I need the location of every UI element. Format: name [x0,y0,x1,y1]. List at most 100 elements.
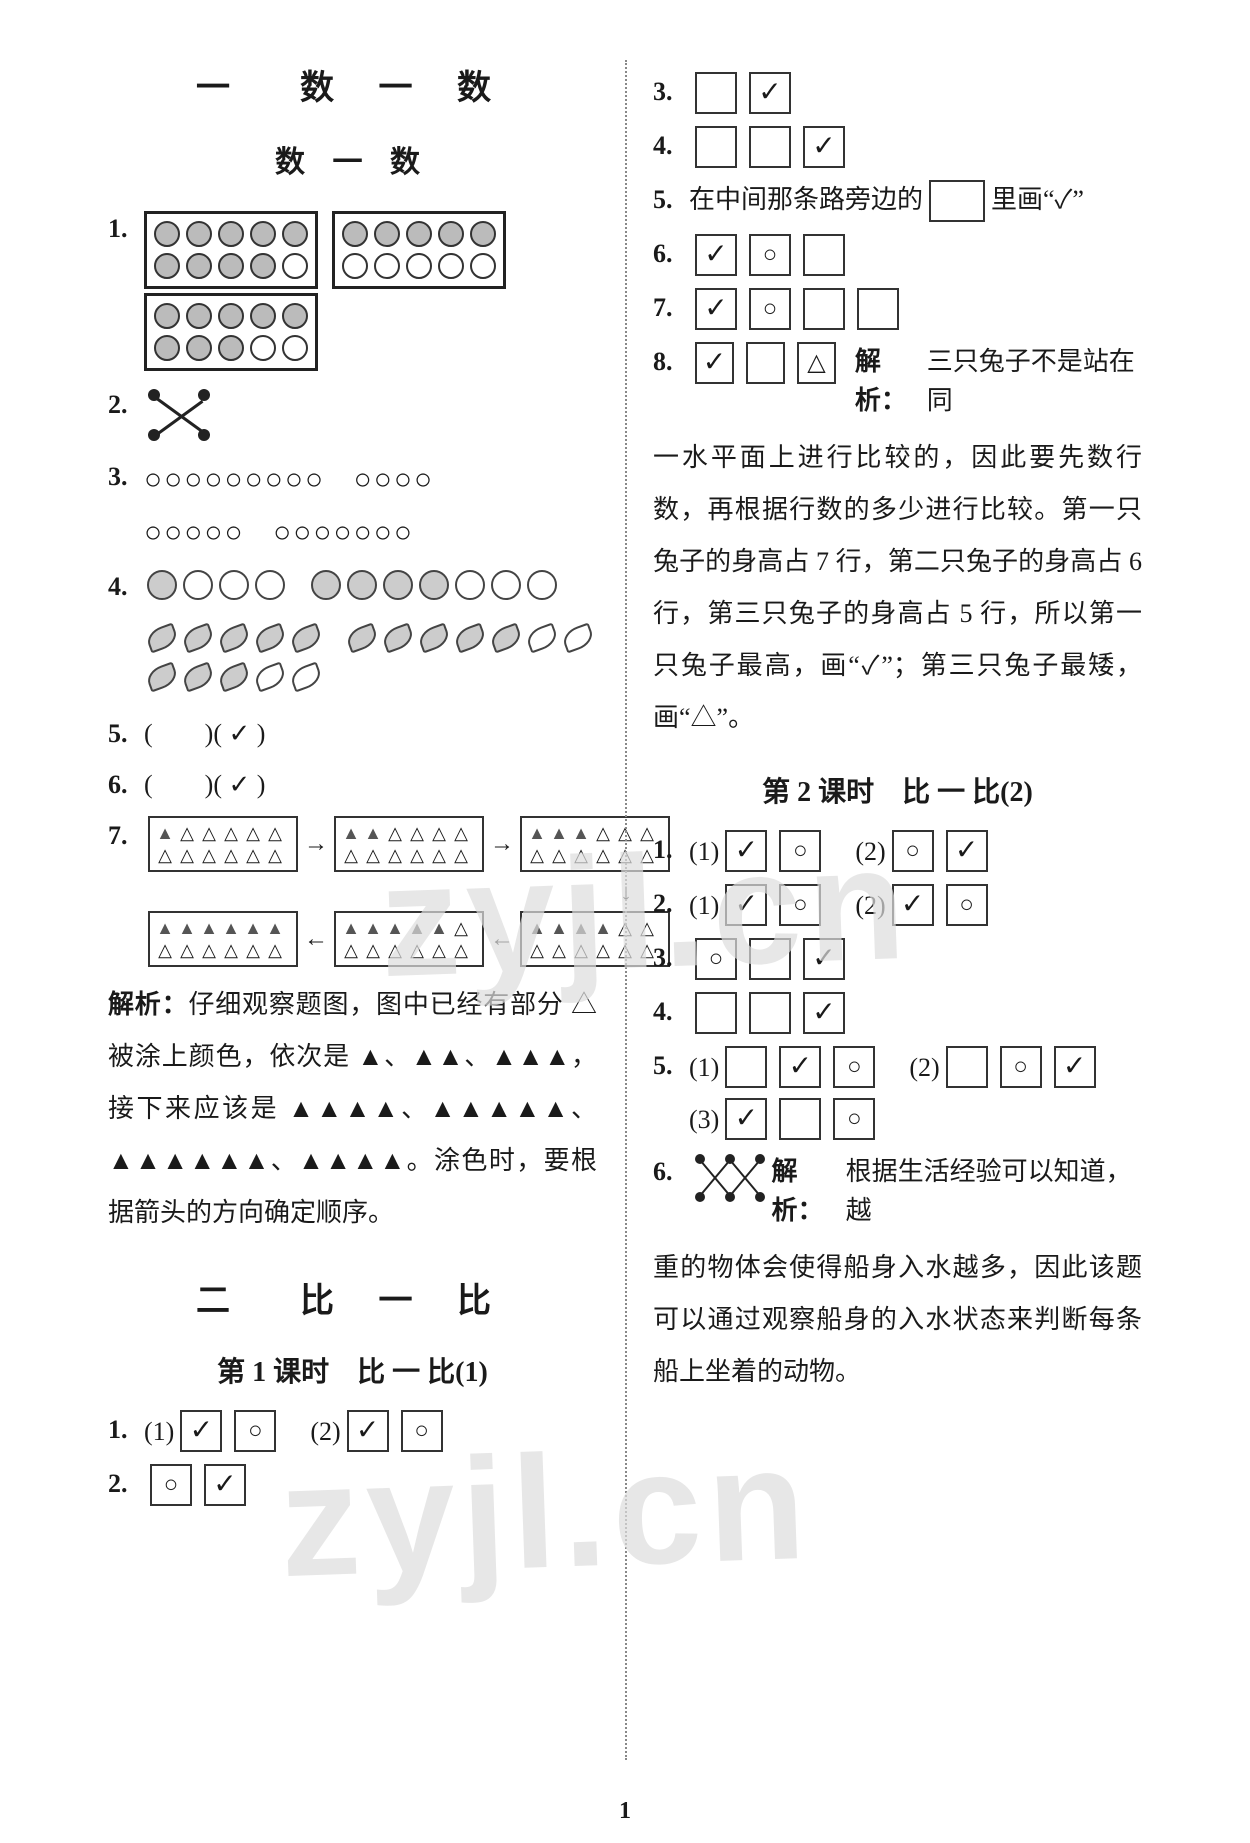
answer-box [803,288,845,330]
triangle-frame: ▲▲▲▲▲▲△△△△△△ [148,911,298,967]
answer-box [946,884,988,926]
q7: 7. ▲△△△△△△△△△△△→▲▲△△△△△△△△△△→▲▲▲△△△△△△△△… [108,816,597,967]
answer-box [749,126,791,168]
answer-box [779,1046,821,1088]
answer-box [803,126,845,168]
q4-graphic [144,567,596,702]
q3-line2: ○○○○○ ○○○○○○○ [144,510,414,555]
q8-explain-body: 一水平面上进行比较的，因此要先数行数，再根据行数的多少进行比较。第一只兔子的身高… [653,432,1142,744]
answer-box [797,342,836,384]
explain-label: 解析： [772,1152,846,1230]
answer-box [725,884,767,926]
answer-box [347,1410,389,1452]
answer-box [779,884,821,926]
q1-frames [144,209,520,373]
cross-dots-icon [144,385,214,445]
l2-q5: 5. (1) (2) [653,1046,1142,1088]
section-1-title: 一 数 一 数 [108,60,597,109]
answer-box [749,938,791,980]
answer-box [725,1098,767,1140]
q5: 5. ( ) ( ✓ ) [108,714,597,753]
answer-box [695,126,737,168]
q5-answer: ( ✓ ) [213,714,265,753]
answer-box [1054,1046,1096,1088]
q2: 2. [108,385,597,445]
answer-box [401,1410,443,1452]
answer-box [779,1098,821,1140]
answer-box [204,1464,246,1506]
q6: 6. ( ) ( ✓ ) [108,765,597,804]
answer-box [892,884,934,926]
triangle-frame: ▲▲△△△△△△△△△△ [334,816,484,872]
answer-box [803,234,845,276]
r-q5-tail: 里画“✓” [991,180,1084,219]
answer-box [833,1046,875,1088]
blank-box [929,180,985,222]
answer-box [1000,1046,1042,1088]
q3: 3. ○○○○○○○○○ ○○○○ [108,457,597,502]
answer-box [695,288,737,330]
answer-box [803,992,845,1034]
q3-number: 3. [108,457,144,496]
answer-box [695,72,737,114]
answer-box [749,72,791,114]
answer-box [695,342,734,384]
q3-line1: ○○○○○○○○○ ○○○○ [144,457,434,502]
l2-q3: 3. [653,938,1142,980]
section-1-subtitle: 数 一 数 [108,137,597,181]
s2q1-part1: (1) [144,1410,282,1452]
triangle-frame: ▲△△△△△△△△△△△ [148,816,298,872]
s2q1-part2: (2) [310,1410,448,1452]
answer-box [725,830,767,872]
l2q6-explain-head: 根据生活经验可以知道，越 [846,1152,1142,1230]
q3-line2-row: ○○○○○ ○○○○○○○ [108,510,597,555]
l2-q6: 6. 解析：根据生活经验可以知道，越 [653,1152,1142,1230]
answer-box [946,1046,988,1088]
answer-box [803,938,845,980]
q6-answer: ( ✓ ) [213,765,265,804]
section-2-title: 二 比 一 比 [108,1273,597,1322]
q4-number: 4. [108,567,144,606]
answer-box [749,288,791,330]
l2-q5b: (3) [653,1098,1142,1140]
answer-box [695,938,737,980]
page-number: 1 [0,1798,1250,1825]
r-q7: 7. [653,288,1142,330]
r-q6: 6. [653,234,1142,276]
r-q5-text: 在中间那条路旁边的 [689,180,923,219]
r-q5: 5. 在中间那条路旁边的 里画“✓” [653,180,1142,222]
answer-box [180,1410,222,1452]
answer-box [695,234,737,276]
q4: 4. [108,567,597,702]
q7-graphic: ▲△△△△△△△△△△△→▲▲△△△△△△△△△△→▲▲▲△△△△△△△△△↓▲… [144,816,674,967]
answer-box [725,1046,767,1088]
answer-box [749,234,791,276]
right-column: 3. 4. 5. 在中间那条路旁边的 里画“✓” 6. 7. [625,60,1170,1793]
answer-box [746,342,785,384]
answer-box [779,830,821,872]
triangle-frame: ▲▲▲▲▲△△△△△△△ [334,911,484,967]
q5-blank: ( ) [144,714,213,753]
answer-box [857,288,899,330]
answer-box [749,992,791,1034]
answer-box [695,992,737,1034]
match-icon [689,1152,765,1204]
q1-number: 1. [108,209,144,248]
answer-box [150,1464,192,1506]
ten-frame [144,211,318,289]
left-column: 一 数 一 数 数 一 数 1. 2. 3. ○○○○○○○○○ ○○○○ [80,60,625,1793]
lesson-1-title: 第 1 课时 比 一 比(1) [108,1350,597,1390]
l2-q2: 2. (1) (2) [653,884,1142,926]
q2-number: 2. [108,385,144,424]
s2-q2: 2. [108,1464,597,1506]
l2q6-explain-body: 重的物体会使得船身入水越多，因此该题可以通过观察船身的入水状态来判断每条船上坐着… [653,1242,1142,1398]
q1: 1. [108,209,597,373]
r-q3: 3. [653,72,1142,114]
q7-explain: 解析：仔细观察题图，图中已经有部分 △ 被涂上颜色，依次是 ▲、▲▲、▲▲▲，接… [108,979,597,1239]
q6-blank: ( ) [144,765,213,804]
answer-box [234,1410,276,1452]
answer-box [946,830,988,872]
l2-q4: 4. [653,992,1142,1034]
explain-label: 解析： [855,342,927,420]
l2-q1: 1. (1) (2) [653,830,1142,872]
